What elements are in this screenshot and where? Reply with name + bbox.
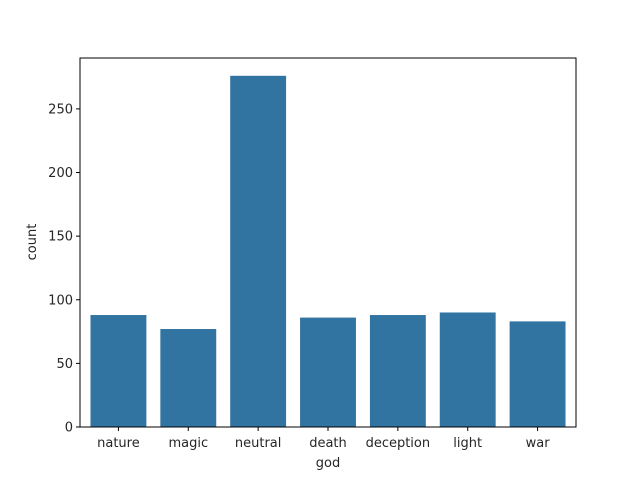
bars-group [90, 75, 566, 427]
bar-light [439, 312, 496, 427]
y-tick-label: 50 [56, 357, 73, 372]
y-tick-label: 0 [65, 421, 73, 436]
y-tick-label: 150 [48, 230, 73, 245]
y-axis-label: count [25, 224, 40, 261]
bar-deception [369, 315, 426, 427]
x-tick-label: war [526, 436, 551, 451]
x-tick-label: light [453, 436, 482, 451]
x-tick-label: deception [366, 436, 431, 451]
x-axis-label: god [316, 456, 340, 471]
bar-death [300, 317, 356, 427]
y-axis: 0 50 100 150 200 250 [48, 102, 80, 436]
bar-war [509, 321, 566, 427]
bar-neutral [230, 75, 287, 427]
x-tick-label: magic [168, 436, 208, 451]
x-tick-label: nature [97, 436, 140, 451]
y-tick-label: 250 [48, 102, 73, 117]
y-tick-label: 200 [48, 166, 73, 181]
y-tick-label: 100 [48, 293, 73, 308]
x-axis: nature magic neutral death deception light war [97, 427, 550, 451]
plot-frame [79, 57, 577, 428]
bar-magic [160, 329, 217, 427]
x-tick-label: death [309, 436, 347, 451]
x-tick-label: neutral [235, 436, 282, 451]
bar-nature [90, 315, 147, 427]
